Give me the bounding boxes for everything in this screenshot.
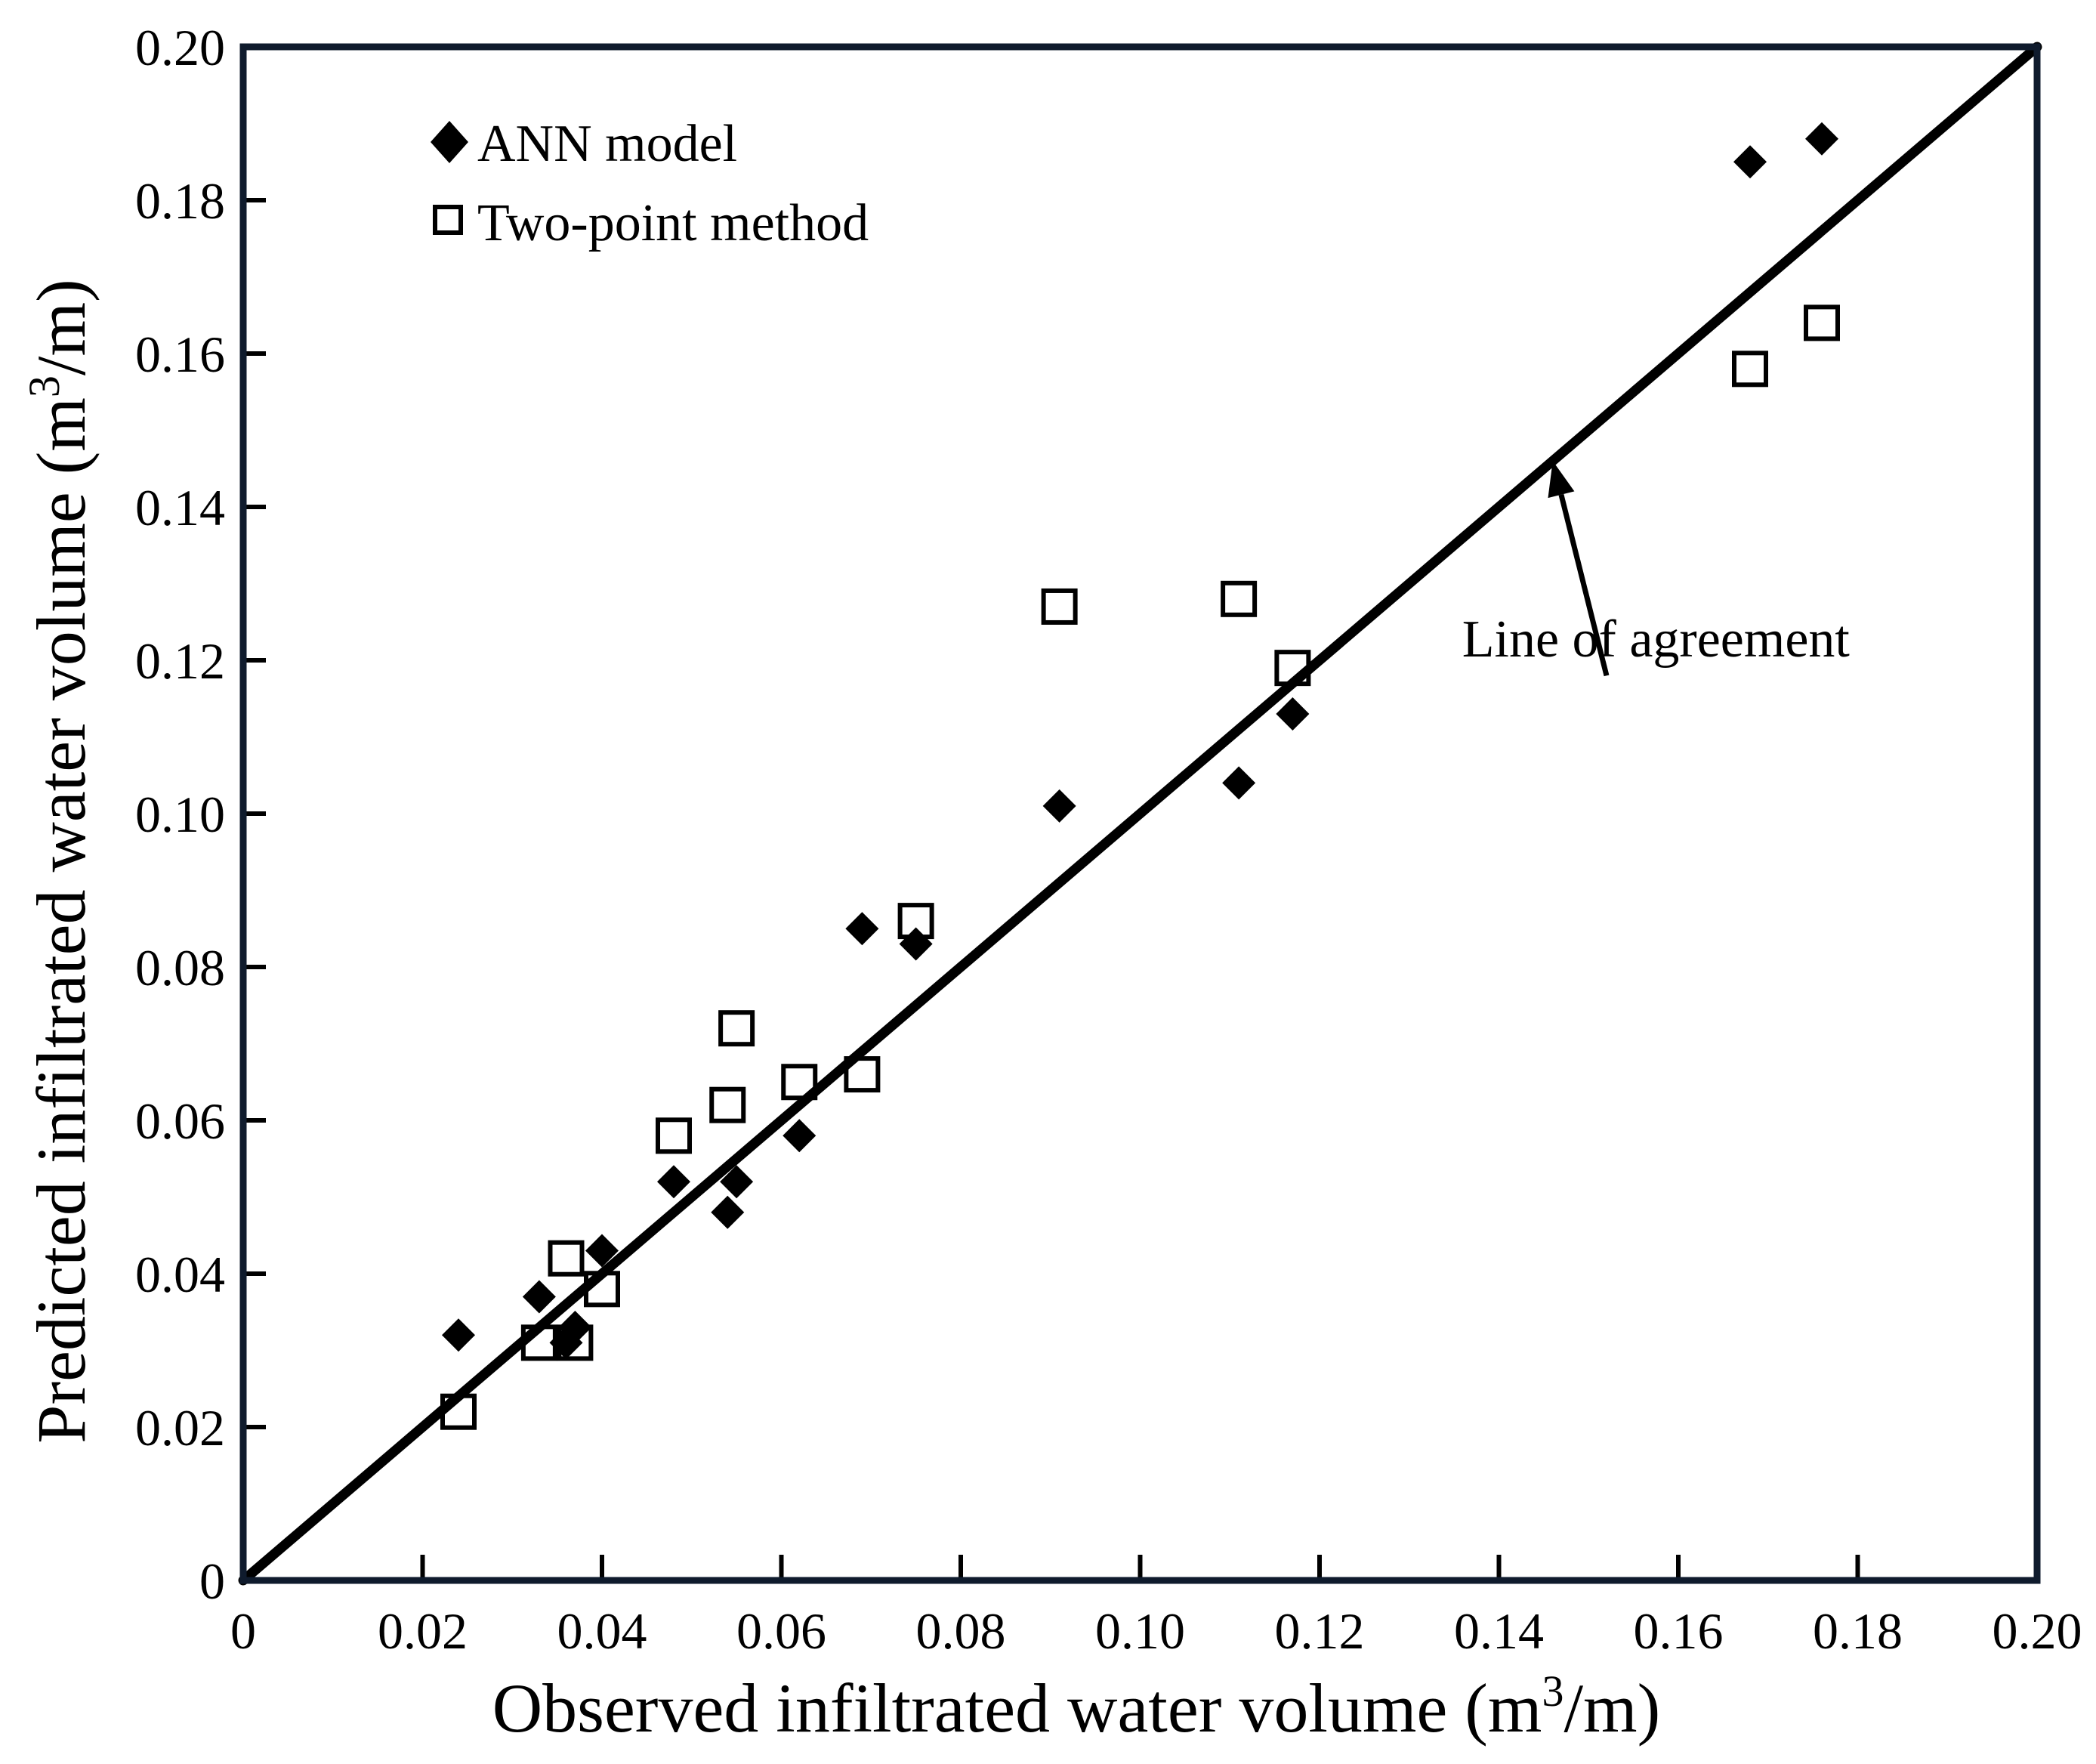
two-point-method-point (1804, 304, 1840, 341)
x-tick-label: 0.12 (1275, 1602, 1365, 1660)
y-tick-label: 0 (199, 1552, 225, 1610)
ann-model-point (1222, 766, 1256, 800)
x-tick-label: 0 (230, 1602, 256, 1660)
annotation-arrow (1558, 493, 1610, 677)
tick-labels: 0 0.02 0.04 0.06 0.08 0.10 0.12 0.14 0.16 0.18 0.2… (135, 19, 2082, 1660)
annotation-arrow-head (1548, 461, 1575, 499)
data-points (440, 122, 1840, 1430)
y-axis-title-tail: /m) (23, 279, 100, 375)
x-tick-label: 0.06 (736, 1602, 826, 1660)
y-tick-label: 0.12 (135, 632, 225, 690)
ann-model-point (783, 1119, 816, 1153)
ann-model-point (845, 912, 879, 946)
legend: ANN model Two-point method (431, 115, 869, 252)
y-tick-label: 0.08 (135, 939, 225, 996)
x-tick-label: 0.02 (378, 1602, 468, 1660)
two-point-method-point (440, 1393, 477, 1430)
x-tick-label: 0.10 (1095, 1602, 1185, 1660)
y-tick-label: 0.20 (135, 19, 225, 76)
y-axis-title-sup: 3 (20, 375, 69, 397)
x-axis-title-tail: /m) (1564, 1670, 1660, 1747)
x-axis-title-main: Observed infiltrated water volume (m (492, 1670, 1542, 1747)
ann-model-point (711, 1195, 745, 1229)
ann-model-point (442, 1318, 475, 1352)
ann-model-point (522, 1280, 556, 1314)
x-tick-label: 0.18 (1813, 1602, 1903, 1660)
x-axis-title-sup: 3 (1542, 1667, 1564, 1716)
two-point-method-point (709, 1086, 746, 1123)
two-point-method-point (781, 1064, 818, 1101)
x-tick-label: 0.04 (557, 1602, 647, 1660)
two-point-method-point (897, 903, 934, 940)
ann-model-point (1805, 122, 1838, 156)
ann-model-point (1276, 697, 1310, 731)
legend-label-ann: ANN model (477, 115, 737, 173)
legend-two-point-marker-icon (433, 205, 463, 235)
x-axis-title: Observed infiltrated water volume (m3/m) (492, 1667, 1661, 1747)
two-point-method-point (718, 1010, 755, 1047)
ann-model-point (1042, 789, 1076, 823)
legend-label-two-point: Two-point method (477, 194, 869, 252)
two-point-method-point (656, 1117, 692, 1154)
two-point-method-point (844, 1056, 881, 1093)
ann-model-point (585, 1234, 619, 1268)
two-point-method-point (557, 1324, 594, 1361)
two-point-method-point (520, 1324, 557, 1361)
y-axis-title: Predicted infiltrated water volume (m3/m… (20, 279, 100, 1443)
two-point-method-point (1041, 588, 1078, 625)
ann-model-point (657, 1165, 690, 1199)
x-tick-label: 0.14 (1454, 1602, 1544, 1660)
ann-model-point (1733, 145, 1767, 179)
annotation-text: Line of agreement (1462, 610, 1851, 669)
legend-ann-marker-icon (431, 121, 468, 163)
plot-frame (239, 43, 2041, 1584)
x-tick-label: 0.08 (916, 1602, 1006, 1660)
two-point-method-point (1221, 580, 1258, 617)
y-tick-label: 0.14 (135, 479, 225, 536)
two-point-method-point (548, 1240, 585, 1277)
x-tick-label: 0.20 (1993, 1602, 2082, 1660)
y-tick-label: 0.04 (135, 1246, 225, 1303)
two-point-method-point (1274, 650, 1311, 687)
x-tick-label: 0.16 (1634, 1602, 1724, 1660)
two-point-method-point (584, 1271, 620, 1308)
y-axis-title-main: Predicted infiltrated water volume (m (23, 397, 100, 1444)
annotation: Line of agreement (1462, 461, 1851, 677)
y-tick-label: 0.16 (135, 326, 225, 383)
y-tick-label: 0.06 (135, 1092, 225, 1150)
y-tick-label: 0.10 (135, 786, 225, 843)
y-tick-label: 0.18 (135, 172, 225, 230)
tick-marks (243, 198, 1860, 1580)
two-point-method-point (1732, 351, 1768, 388)
ann-model-point (720, 1165, 754, 1199)
y-tick-label: 0.02 (135, 1399, 225, 1457)
